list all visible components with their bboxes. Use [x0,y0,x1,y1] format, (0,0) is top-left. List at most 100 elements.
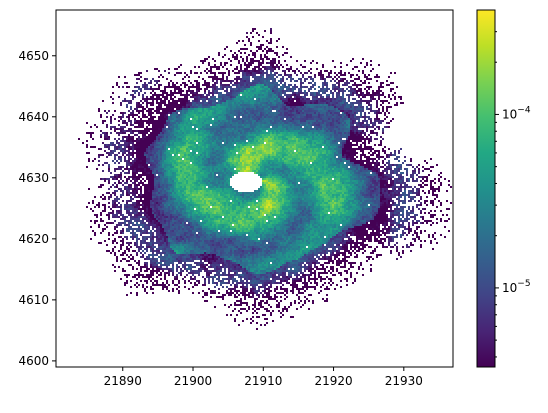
heatmap-cell [250,104,252,106]
heatmap-cell [298,98,300,100]
heatmap-cell [242,142,244,144]
heatmap-cell [180,102,182,104]
heatmap-cell [256,134,258,136]
heatmap-cell [388,148,390,150]
heatmap-cell [224,116,226,118]
heatmap-cell [196,112,198,114]
heatmap-cell [122,126,124,128]
heatmap-cell [282,120,284,122]
heatmap-cell [224,114,226,116]
heatmap-cell [200,156,202,158]
heatmap-cell [298,112,300,114]
heatmap-cell [294,94,296,96]
heatmap-cell [292,150,294,152]
heatmap-cell [210,122,212,124]
heatmap-cell [278,116,280,118]
heatmap-cell [120,140,122,142]
heatmap-cell [242,92,244,94]
heatmap-cell [332,152,334,154]
heatmap-cell [262,124,264,126]
heatmap-cell [148,128,150,130]
heatmap-cell [274,116,276,118]
heatmap-cell [242,72,244,74]
heatmap-cell [250,132,252,134]
heatmap-cell [366,94,368,96]
heatmap-cell [168,124,170,126]
heatmap-cell [226,76,228,78]
heatmap-cell [324,82,326,84]
heatmap-cell [216,144,218,146]
heatmap-cell [192,104,194,106]
heatmap-cell [364,80,366,82]
heatmap-cell [288,148,290,150]
heatmap-cell [326,108,328,110]
heatmap-cell [308,98,310,100]
heatmap-cell [166,134,168,136]
heatmap-cell [306,126,308,128]
heatmap-cell [252,132,254,134]
heatmap-cell [220,150,222,152]
heatmap-cell [318,90,320,92]
heatmap-cell [330,118,332,120]
heatmap-cell [176,150,178,152]
heatmap-cell [340,110,342,112]
heatmap-cell [144,86,146,88]
heatmap-cell [134,146,136,148]
heatmap-cell [248,108,250,110]
heatmap-cell [200,106,202,108]
heatmap-cell [126,82,128,84]
heatmap-cell [188,126,190,128]
heatmap-cell [256,84,258,86]
heatmap-cell [172,112,174,114]
heatmap-cell [274,132,276,134]
heatmap-cell [314,148,316,150]
heatmap-cell [272,136,274,138]
heatmap-cell [168,104,170,106]
heatmap-cell [198,66,200,68]
heatmap-cell [342,96,344,98]
heatmap-cell [316,126,318,128]
heatmap-cell [380,140,382,142]
heatmap-cell [362,82,364,84]
heatmap-cell [160,108,162,110]
heatmap-cell [184,106,186,108]
heatmap-cell [170,142,172,144]
heatmap-cell [260,118,262,120]
heatmap-cell [110,150,112,152]
heatmap-cell [390,120,392,122]
heatmap-cell [328,76,330,78]
heatmap-cell [270,72,272,74]
heatmap-cell [274,86,276,88]
heatmap-cell [340,114,342,116]
heatmap-cell [284,138,286,140]
heatmap-cell [144,144,146,146]
heatmap-cell [312,84,314,86]
heatmap-cell [328,114,330,116]
heatmap-cell [290,130,292,132]
heatmap-cell [240,100,242,102]
heatmap-cell [298,136,300,138]
heatmap-cell [306,146,308,148]
heatmap-cell [330,126,332,128]
heatmap-cell [260,154,262,156]
heatmap-cell [222,80,224,82]
heatmap-cell [184,108,186,110]
heatmap-cell [118,142,120,144]
heatmap-cell [352,122,354,124]
heatmap-cell [340,122,342,124]
heatmap-cell [142,112,144,114]
heatmap-cell [320,130,322,132]
heatmap-cell [196,106,198,108]
heatmap-cell [286,142,288,144]
heatmap-cell [334,88,336,90]
heatmap-cell [262,76,264,78]
heatmap-cell [294,112,296,114]
heatmap-cell [228,114,230,116]
heatmap-cell [288,108,290,110]
heatmap-cell [346,112,348,114]
heatmap-cell [268,80,270,82]
heatmap-cell [344,122,346,124]
heatmap-cell [338,120,340,122]
heatmap-cell [262,110,264,112]
heatmap-cell [266,84,268,86]
